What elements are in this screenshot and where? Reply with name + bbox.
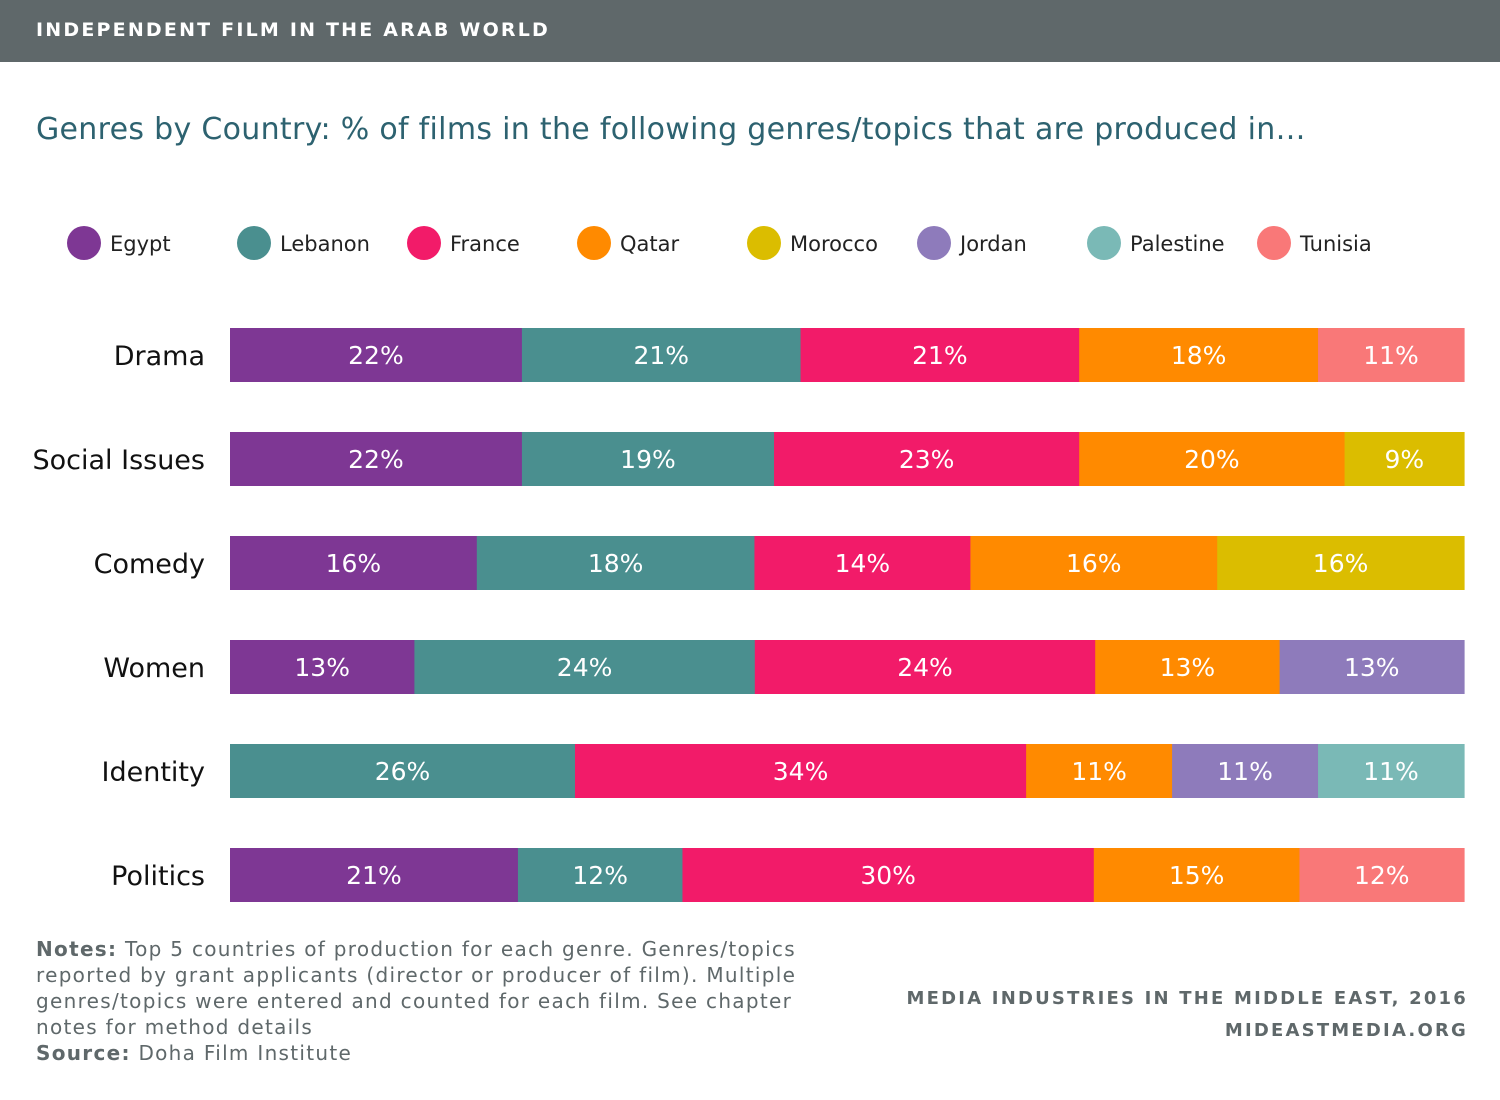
- bar-segment-social-issues-lebanon: [521, 432, 775, 486]
- legend-swatch-palestine: [1087, 226, 1121, 260]
- bar-segment-drama-tunisia: [1318, 328, 1465, 382]
- legend-label-tunisia: Tunisia: [1299, 232, 1372, 256]
- data-label-identity-palestine: 11%: [1363, 757, 1419, 786]
- bar-segment-social-issues-qatar: [1079, 432, 1346, 486]
- bar-segment-politics-tunisia: [1299, 848, 1465, 902]
- bar-segment-women-jordan: [1279, 640, 1465, 694]
- bar-segment-women-lebanon: [414, 640, 756, 694]
- bar-segment-comedy-egypt: [230, 536, 478, 590]
- bar-segment-women-france: [754, 640, 1096, 694]
- chart-legend: Egypt Lebanon France Qatar Morocco Jordan Pale…: [67, 226, 1372, 260]
- chart-bars: Drama 22% 21% 21% 18% 11% Social Issues 22% 19% 2…: [32, 328, 1465, 902]
- chart-notes: Notes: Top 5 countries of production for…: [36, 936, 836, 1066]
- data-label-social-issues-morocco: 9%: [1384, 445, 1424, 474]
- bar-segment-drama-qatar: [1079, 328, 1319, 382]
- legend-label-jordan: Jordan: [958, 232, 1027, 256]
- legend-swatch-jordan: [917, 226, 951, 260]
- category-label-comedy: Comedy: [94, 549, 205, 580]
- bar-segment-politics-france: [682, 848, 1095, 902]
- bar-segment-identity-france: [574, 744, 1027, 798]
- legend-swatch-egypt: [67, 226, 101, 260]
- data-label-drama-egypt: 22%: [348, 341, 404, 370]
- legend-label-morocco: Morocco: [790, 232, 878, 256]
- legend-label-palestine: Palestine: [1130, 232, 1225, 256]
- data-label-politics-tunisia: 12%: [1354, 861, 1410, 890]
- bar-segment-social-issues-egypt: [230, 432, 523, 486]
- bar-segment-identity-qatar: [1026, 744, 1173, 798]
- notes-label: Notes:: [36, 937, 118, 961]
- category-label-drama: Drama: [114, 341, 205, 372]
- legend-swatch-france: [407, 226, 441, 260]
- data-label-women-qatar: 13%: [1160, 653, 1216, 682]
- data-label-women-lebanon: 24%: [557, 653, 613, 682]
- legend-label-france: France: [450, 232, 520, 256]
- legend-swatch-tunisia: [1257, 226, 1291, 260]
- data-label-politics-lebanon: 12%: [572, 861, 628, 890]
- data-label-comedy-morocco: 16%: [1313, 549, 1369, 578]
- notes-text: Top 5 countries of production for each g…: [36, 937, 797, 1039]
- data-label-women-jordan: 13%: [1344, 653, 1400, 682]
- data-label-identity-jordan: 11%: [1217, 757, 1273, 786]
- data-label-comedy-france: 14%: [835, 549, 891, 578]
- data-label-social-issues-qatar: 20%: [1184, 445, 1240, 474]
- category-label-politics: Politics: [111, 861, 205, 892]
- category-label-women: Women: [103, 653, 205, 684]
- category-label-identity: Identity: [102, 757, 205, 788]
- credit-website: MIDEASTMEDIA.ORG: [1224, 1020, 1468, 1041]
- bar-segment-identity-lebanon: [230, 744, 576, 798]
- data-label-drama-france: 21%: [912, 341, 968, 370]
- data-label-politics-france: 30%: [860, 861, 916, 890]
- source-label: Source:: [36, 1041, 131, 1065]
- data-label-politics-egypt: 21%: [346, 861, 402, 890]
- legend-swatch-morocco: [747, 226, 781, 260]
- stacked-bar-chart: Egypt Lebanon France Qatar Morocco Jordan Pale…: [32, 226, 1465, 902]
- data-label-drama-lebanon: 21%: [633, 341, 689, 370]
- bar-segment-comedy-morocco: [1217, 536, 1465, 590]
- data-label-identity-qatar: 11%: [1071, 757, 1127, 786]
- bar-segment-politics-egypt: [230, 848, 519, 902]
- chart-title: Genres by Country: % of films in the fol…: [36, 112, 1306, 147]
- data-label-identity-france: 34%: [773, 757, 829, 786]
- bar-segment-identity-jordan: [1172, 744, 1319, 798]
- bar-segment-social-issues-morocco: [1344, 432, 1465, 486]
- bar-segment-comedy-qatar: [970, 536, 1218, 590]
- data-label-drama-tunisia: 11%: [1363, 341, 1419, 370]
- header-bar: INDEPENDENT FILM IN THE ARAB WORLD: [0, 0, 1500, 62]
- legend-swatch-lebanon: [237, 226, 271, 260]
- bar-segment-comedy-lebanon: [476, 536, 756, 590]
- legend-label-qatar: Qatar: [620, 232, 680, 256]
- data-label-comedy-lebanon: 18%: [588, 549, 644, 578]
- bar-segment-politics-qatar: [1093, 848, 1301, 902]
- category-label-social-issues: Social Issues: [32, 445, 205, 476]
- data-label-women-france: 24%: [897, 653, 953, 682]
- bar-segment-drama-lebanon: [521, 328, 802, 382]
- data-label-comedy-qatar: 16%: [1066, 549, 1122, 578]
- data-label-women-egypt: 13%: [294, 653, 350, 682]
- data-label-social-issues-france: 23%: [899, 445, 955, 474]
- data-label-politics-qatar: 15%: [1169, 861, 1225, 890]
- data-label-comedy-egypt: 16%: [326, 549, 382, 578]
- legend-swatch-qatar: [577, 226, 611, 260]
- credit-publication: MEDIA INDUSTRIES IN THE MIDDLE EAST, 201…: [906, 988, 1468, 1009]
- data-label-identity-lebanon: 26%: [375, 757, 431, 786]
- bar-segment-politics-lebanon: [517, 848, 684, 902]
- bar-segment-women-egypt: [230, 640, 415, 694]
- data-label-social-issues-egypt: 22%: [348, 445, 404, 474]
- data-label-drama-qatar: 18%: [1171, 341, 1227, 370]
- data-label-social-issues-lebanon: 19%: [620, 445, 676, 474]
- legend-label-egypt: Egypt: [110, 232, 171, 256]
- legend-label-lebanon: Lebanon: [280, 232, 370, 256]
- bar-segment-drama-france: [800, 328, 1080, 382]
- bar-segment-drama-egypt: [230, 328, 523, 382]
- header-title: INDEPENDENT FILM IN THE ARAB WORLD: [36, 19, 551, 41]
- bar-segment-social-issues-france: [774, 432, 1080, 486]
- bar-segment-identity-palestine: [1318, 744, 1465, 798]
- source-text: Doha Film Institute: [138, 1041, 353, 1065]
- bar-segment-comedy-france: [754, 536, 971, 590]
- bar-segment-women-qatar: [1095, 640, 1281, 694]
